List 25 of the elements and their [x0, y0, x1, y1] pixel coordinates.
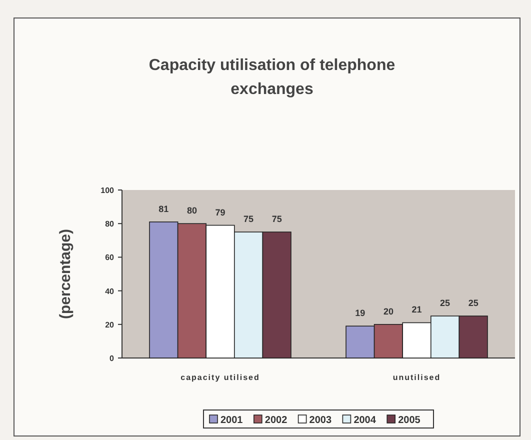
x-tick-label: unutilised	[392, 373, 441, 382]
data-label: 79	[215, 207, 226, 218]
y-tick-label: 100	[100, 186, 115, 195]
data-label: 19	[355, 308, 366, 318]
legend-label: 2003	[309, 415, 332, 426]
data-label: 25	[440, 298, 450, 308]
legend-label: 2002	[264, 415, 288, 426]
data-label: 80	[186, 206, 197, 216]
data-label: 75	[244, 214, 254, 224]
y-tick-label: 20	[105, 320, 115, 330]
chart-title: Capacity utilisation of telephone exchanges	[148, 57, 396, 98]
y-tick-label: 80	[105, 220, 115, 229]
x-tick-label: capacity utilised	[180, 373, 260, 382]
data-label: 81	[158, 204, 169, 214]
legend-label: 2005	[398, 415, 421, 426]
y-tick-label: 0	[110, 354, 115, 363]
y-tick-label: 60	[105, 253, 115, 262]
legend-label: 2001	[220, 415, 244, 426]
legend-label: 2004	[354, 415, 376, 426]
data-label: 75	[272, 214, 282, 224]
data-label: 25	[468, 298, 478, 308]
data-label: 20	[383, 306, 394, 316]
y-tick-label: 40	[105, 286, 115, 296]
y-axis-title: (percentage)	[57, 228, 74, 320]
data-label: 21	[412, 304, 422, 315]
